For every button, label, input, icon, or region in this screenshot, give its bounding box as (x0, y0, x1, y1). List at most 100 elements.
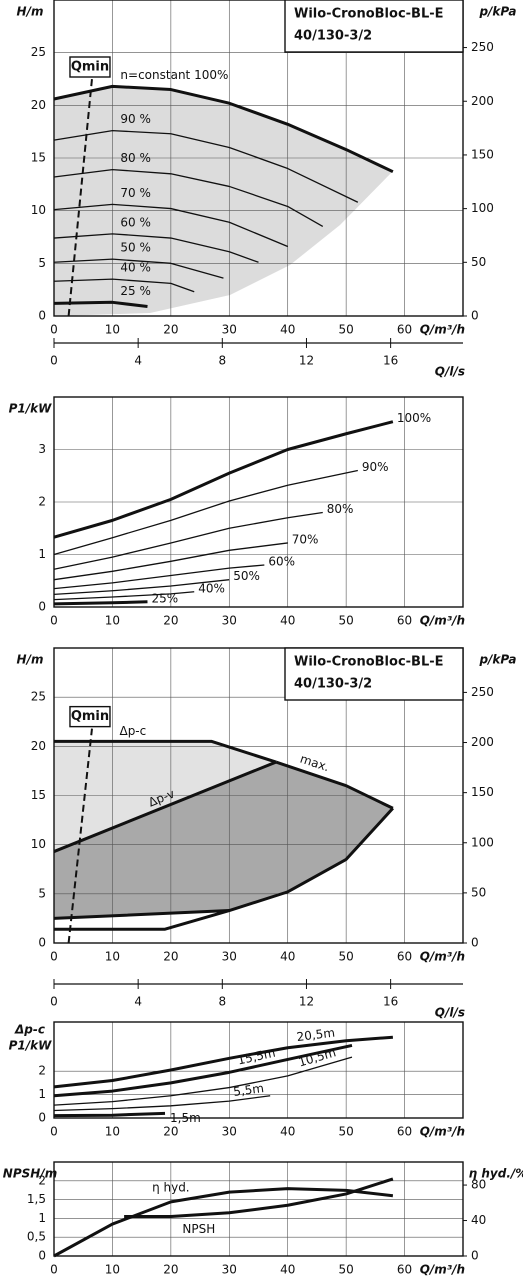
x-tick-label: 40 (280, 323, 295, 337)
x-tick-label: 40 (280, 1125, 295, 1139)
y-tick-label: 10 (31, 203, 46, 217)
curve (53, 1035, 393, 1089)
x-tick-label: 10 (105, 1263, 120, 1277)
curve (67, 78, 93, 317)
curve (53, 542, 288, 581)
x-tick-label: 20 (163, 323, 178, 337)
curve (53, 1111, 166, 1118)
curve (53, 420, 394, 539)
curve (53, 564, 265, 590)
qmin-label: Qmin (71, 709, 109, 724)
curve (54, 909, 230, 931)
y-tick-label: 0 (38, 1111, 46, 1125)
curve-label: 80% (327, 502, 354, 516)
x-tick-label: 50 (339, 950, 354, 964)
x-tick-label: 0 (50, 354, 58, 368)
curve (53, 84, 394, 174)
curve-label: NPSH (182, 1222, 215, 1236)
y-tick-label: 15 (31, 788, 46, 802)
qmin-box (69, 56, 111, 78)
x-tick-label: 50 (339, 323, 354, 337)
x-tick-label: 12 (299, 354, 314, 368)
y-tick-label: 1,5 (27, 1192, 46, 1206)
x-tick-label: 12 (299, 995, 314, 1009)
y2-tick-label: 150 (471, 147, 494, 161)
curve-label: 25 % (120, 284, 151, 298)
x-axis-label: Q/m³/h (420, 323, 465, 337)
y-tick-label: 10 (31, 837, 46, 851)
y2-tick-label: 100 (471, 201, 494, 215)
curve-label: 25% (151, 591, 178, 605)
x-axis-label: Q/m³/h (420, 1263, 465, 1277)
curve (53, 579, 230, 596)
plot-frame (53, 647, 464, 944)
x-tick-label: 10 (105, 614, 120, 628)
y-tick-label: 0 (38, 309, 46, 323)
curve-label: 10,5m (297, 1045, 338, 1069)
y2-tick-label: 100 (471, 835, 494, 849)
x-tick-label: 40 (280, 950, 295, 964)
plot-frame (53, 1161, 464, 1257)
x-tick-label: 30 (222, 950, 237, 964)
y-tick-label: 2 (38, 495, 46, 509)
x-tick-label: 50 (339, 1263, 354, 1277)
y-tick-label: 5 (38, 886, 46, 900)
y2-axis-label: p/kPa (478, 653, 516, 667)
curve-label: n=constant 100% (120, 68, 228, 82)
plot-frame (53, 1021, 464, 1119)
x-tick-label: 8 (218, 995, 226, 1009)
plot (53, 1022, 463, 1119)
y2-tick-label: 50 (471, 255, 486, 269)
y-tick-label: 25 (31, 690, 46, 704)
x-tick-label: 8 (218, 354, 226, 368)
y-axis-label: H/m (17, 5, 44, 19)
operating-range (54, 86, 393, 316)
x-tick-label: 30 (222, 323, 237, 337)
qmin-box (69, 705, 111, 728)
curve-label: 50 % (120, 241, 151, 255)
y-tick-label: 1 (38, 1211, 46, 1225)
x-tick-label: 30 (222, 614, 237, 628)
curve (53, 600, 148, 606)
x-tick-label: 0 (50, 323, 58, 337)
qmin-label: Qmin (71, 60, 109, 75)
curve-label: 70% (292, 532, 319, 546)
x-tick-label: 20 (163, 1125, 178, 1139)
y-axis-label: NPSH/m (3, 1167, 57, 1181)
curve (53, 1056, 353, 1106)
y-tick-label: 0 (38, 936, 46, 950)
curve-label: η hyd. (152, 1180, 190, 1194)
curve-label: 60% (268, 555, 295, 569)
y-tick-label: 1 (38, 1087, 46, 1101)
y-tick-label: 5 (38, 256, 46, 270)
x-tick-label: 30 (222, 1125, 237, 1139)
curve (53, 591, 195, 601)
x-tick-label: 10 (105, 950, 120, 964)
curve (53, 258, 224, 279)
x-tick-label: 40 (280, 614, 295, 628)
y2-tick-label: 50 (471, 885, 486, 899)
curve-label: 20,5m (296, 1026, 336, 1044)
curve-label: 50% (233, 569, 260, 583)
curve (53, 1095, 271, 1112)
x-tick-label: 60 (397, 1263, 412, 1277)
y2-tick-label: 0 (471, 936, 479, 950)
x-axis-label: Q/m³/h (420, 1125, 465, 1139)
x-tick-label: 16 (383, 354, 398, 368)
y-tick-label: 0 (38, 600, 46, 614)
x-axis-label: Q/m³/h (420, 614, 465, 628)
x-tick-label: 20 (163, 614, 178, 628)
chart-subtitle: 40/130-3/2 (294, 29, 372, 44)
curve-label: 1,5m (170, 1111, 201, 1125)
y2-tick-label: 200 (471, 735, 494, 749)
curve-label: 70 % (120, 186, 151, 200)
x-tick-label: 10 (105, 1125, 120, 1139)
curve (53, 511, 323, 570)
y-tick-label: 3 (38, 442, 46, 456)
dp-c-range (54, 741, 277, 852)
plot (53, 0, 463, 317)
y2-tick-label: 40 (471, 1213, 486, 1227)
plot-frame (53, 396, 464, 608)
x-tick-label: 20 (163, 950, 178, 964)
